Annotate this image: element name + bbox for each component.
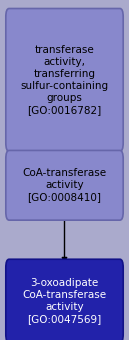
FancyBboxPatch shape xyxy=(6,259,123,340)
FancyBboxPatch shape xyxy=(6,8,123,151)
Text: 3-oxoadipate
CoA-transferase
activity
[GO:0047569]: 3-oxoadipate CoA-transferase activity [G… xyxy=(22,278,107,324)
Text: CoA-transferase
activity
[GO:0008410]: CoA-transferase activity [GO:0008410] xyxy=(22,168,107,202)
FancyBboxPatch shape xyxy=(6,150,123,220)
Text: transferase
activity,
transferring
sulfur-containing
groups
[GO:0016782]: transferase activity, transferring sulfu… xyxy=(20,45,109,115)
